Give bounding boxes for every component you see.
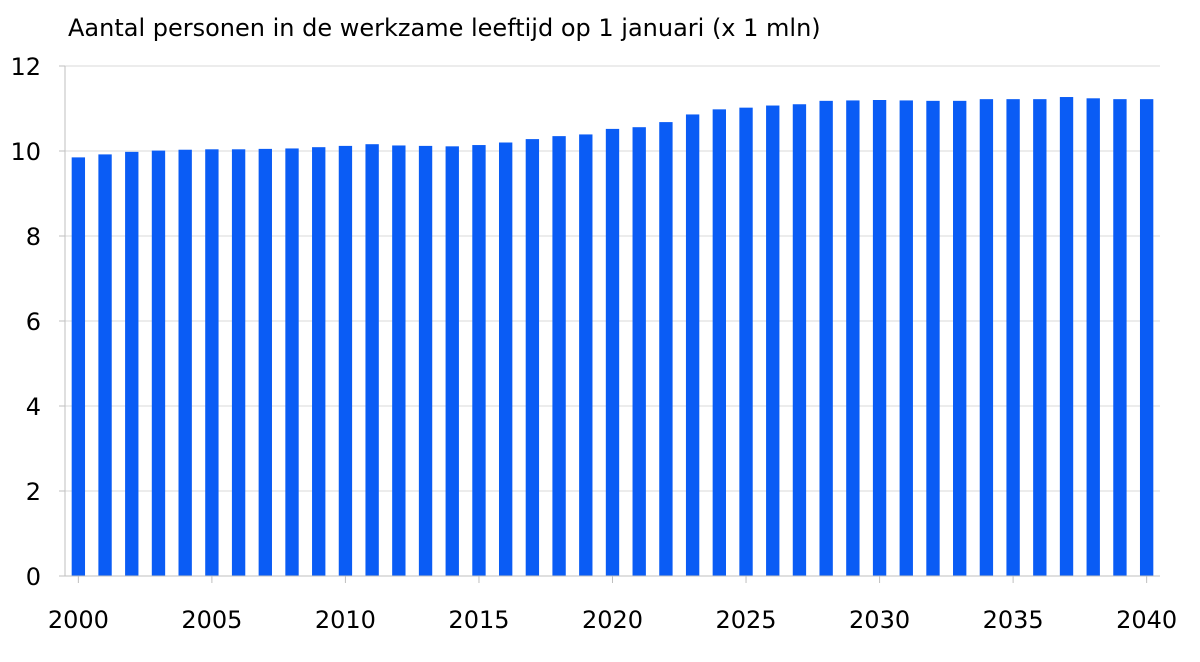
- bar: [312, 147, 326, 576]
- bar: [392, 145, 406, 576]
- bar: [338, 145, 353, 576]
- bar: [1113, 99, 1127, 577]
- bar: [258, 148, 272, 577]
- bar: [926, 100, 940, 576]
- bar: [1059, 97, 1074, 576]
- bar: [1139, 99, 1154, 577]
- x-tick-label: 2040: [1116, 606, 1177, 634]
- bar: [418, 145, 433, 576]
- bar: [1006, 99, 1020, 577]
- bar: [953, 100, 967, 576]
- bars: [71, 97, 1154, 577]
- bar: [472, 145, 486, 577]
- bar: [125, 151, 139, 576]
- x-tick-label: 2010: [315, 606, 376, 634]
- bar: [872, 100, 887, 576]
- bar: [632, 127, 646, 576]
- x-tick-label: 2020: [582, 606, 643, 634]
- y-tick-label: 4: [26, 393, 41, 421]
- y-tick-label: 2: [26, 478, 41, 506]
- bar: [846, 100, 860, 577]
- bar: [979, 99, 994, 577]
- bar: [685, 114, 700, 576]
- bar: [899, 100, 913, 577]
- x-tick-label: 2030: [849, 606, 910, 634]
- bar: [1086, 98, 1100, 577]
- bar: [1033, 99, 1047, 577]
- bar: [178, 149, 192, 577]
- y-tick-label: 10: [10, 138, 41, 166]
- bar: [659, 122, 673, 576]
- bar: [819, 100, 833, 576]
- axes: [59, 65, 1160, 583]
- bar: [766, 105, 780, 576]
- x-tick-label: 2015: [448, 606, 509, 634]
- bar: [739, 107, 753, 577]
- x-tick-label: 2035: [983, 606, 1044, 634]
- bar: [579, 134, 593, 576]
- y-tick-label: 0: [26, 563, 41, 591]
- x-tick-label: 2025: [715, 606, 776, 634]
- y-tick-label: 8: [26, 223, 41, 251]
- y-tick-labels: 0 2 4 6 8 10 12: [10, 53, 41, 591]
- y-tick-label: 12: [10, 53, 41, 81]
- bar: [71, 157, 86, 577]
- chart-title: Aantal personen in de werkzame leeftijd …: [68, 14, 821, 42]
- bar: [285, 148, 299, 576]
- bar: [792, 104, 807, 576]
- bar: [552, 136, 566, 576]
- bar: [445, 146, 459, 576]
- bar: [605, 128, 620, 576]
- bar: [151, 150, 166, 576]
- bar: [205, 149, 219, 577]
- x-tick-labels: 2000 2005 2010 2015 2020 2025 2030 2035 2040: [48, 606, 1177, 634]
- bar: [365, 144, 379, 576]
- bar: [525, 139, 540, 576]
- bar: [231, 149, 246, 577]
- x-tick-label: 2005: [181, 606, 242, 634]
- bar: [498, 142, 513, 576]
- bar: [712, 109, 726, 576]
- bar: [98, 154, 112, 576]
- x-tick-label: 2000: [48, 606, 109, 634]
- y-tick-label: 6: [26, 308, 41, 336]
